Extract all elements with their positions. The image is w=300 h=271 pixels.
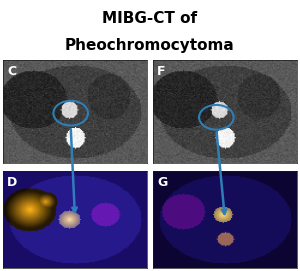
Text: D: D <box>7 176 18 189</box>
Text: F: F <box>157 65 166 78</box>
Text: C: C <box>7 65 16 78</box>
Text: Pheochromocytoma: Pheochromocytoma <box>65 38 235 53</box>
Text: G: G <box>157 176 168 189</box>
Text: MIBG-CT of: MIBG-CT of <box>102 11 198 26</box>
